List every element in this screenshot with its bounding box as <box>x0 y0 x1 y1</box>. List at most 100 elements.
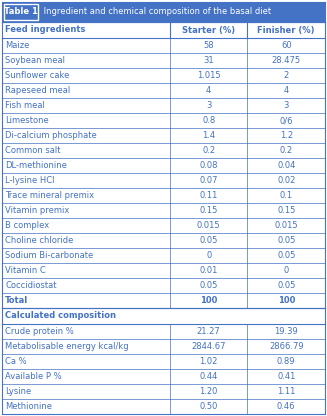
Text: 0.41: 0.41 <box>277 372 295 381</box>
Text: L-lysine HCl: L-lysine HCl <box>5 176 55 185</box>
Text: 0.015: 0.015 <box>274 221 298 230</box>
Text: Crude protein %: Crude protein % <box>5 327 74 336</box>
Text: 4: 4 <box>284 86 289 95</box>
Text: 100: 100 <box>200 296 217 305</box>
Bar <box>2 218 325 233</box>
Text: Fish meal: Fish meal <box>5 101 45 110</box>
Text: Soybean meal: Soybean meal <box>5 56 65 65</box>
Text: Ca %: Ca % <box>5 357 26 366</box>
Text: Common salt: Common salt <box>5 146 60 155</box>
Bar <box>2 384 325 399</box>
Text: 0.05: 0.05 <box>277 251 295 260</box>
Text: 0.05: 0.05 <box>277 281 295 290</box>
Text: 0.15: 0.15 <box>199 206 218 215</box>
Text: Coccidiostat: Coccidiostat <box>5 281 57 290</box>
Text: 0.05: 0.05 <box>277 236 295 245</box>
Text: 0.15: 0.15 <box>277 206 295 215</box>
Text: 2844.67: 2844.67 <box>192 342 226 351</box>
Text: 0.50: 0.50 <box>199 402 218 411</box>
Text: Total: Total <box>5 296 28 305</box>
Text: 0.44: 0.44 <box>199 372 218 381</box>
Bar <box>2 369 325 384</box>
Text: 100: 100 <box>278 296 295 305</box>
Text: 4: 4 <box>206 86 211 95</box>
Text: 28.475: 28.475 <box>272 56 301 65</box>
Text: 60: 60 <box>281 41 292 50</box>
Text: Vitamin C: Vitamin C <box>5 266 46 275</box>
Text: 1.2: 1.2 <box>280 131 293 140</box>
Text: 3: 3 <box>206 101 212 110</box>
Text: Sunflower cake: Sunflower cake <box>5 71 69 80</box>
Bar <box>2 38 325 53</box>
Text: 0/6: 0/6 <box>280 116 293 125</box>
Bar <box>2 324 325 339</box>
Bar <box>2 128 325 143</box>
Text: Feed ingredients: Feed ingredients <box>5 25 85 35</box>
Text: 0.08: 0.08 <box>199 161 218 170</box>
Bar <box>2 293 325 308</box>
Bar <box>4 4 38 20</box>
Bar <box>2 354 325 369</box>
Text: Available P %: Available P % <box>5 372 61 381</box>
Bar <box>2 2 325 22</box>
Bar <box>2 158 325 173</box>
Bar <box>2 308 325 324</box>
Bar <box>2 53 325 68</box>
Bar <box>2 143 325 158</box>
Bar <box>2 278 325 293</box>
Text: Rapeseed meal: Rapeseed meal <box>5 86 70 95</box>
Text: Di-calcium phosphate: Di-calcium phosphate <box>5 131 97 140</box>
Bar <box>2 339 325 354</box>
Text: Lysine: Lysine <box>5 387 31 396</box>
Text: Ingredient and chemical composition of the basal diet: Ingredient and chemical composition of t… <box>41 7 271 17</box>
Bar <box>2 399 325 414</box>
Text: 0: 0 <box>284 266 289 275</box>
Text: Methionine: Methionine <box>5 402 52 411</box>
Text: 0.11: 0.11 <box>199 191 218 200</box>
Text: B complex: B complex <box>5 221 49 230</box>
Text: 0.2: 0.2 <box>280 146 293 155</box>
Bar <box>2 113 325 128</box>
Text: 19.39: 19.39 <box>274 327 298 336</box>
Bar <box>2 248 325 263</box>
Text: Calculated composition: Calculated composition <box>5 312 116 320</box>
Text: Choline chloride: Choline chloride <box>5 236 73 245</box>
Text: Table 1: Table 1 <box>4 7 38 17</box>
Text: 1.015: 1.015 <box>197 71 220 80</box>
Text: 1.02: 1.02 <box>199 357 218 366</box>
Text: Limestone: Limestone <box>5 116 49 125</box>
Text: Trace mineral premix: Trace mineral premix <box>5 191 94 200</box>
Text: Vitamin premix: Vitamin premix <box>5 206 69 215</box>
Text: 1.4: 1.4 <box>202 131 215 140</box>
Bar <box>2 173 325 188</box>
Text: 0: 0 <box>206 251 211 260</box>
Bar <box>2 22 325 38</box>
Bar <box>2 68 325 83</box>
Text: Sodium Bi-carbonate: Sodium Bi-carbonate <box>5 251 93 260</box>
Text: Metabolisable energy kcal/kg: Metabolisable energy kcal/kg <box>5 342 129 351</box>
Text: 0.2: 0.2 <box>202 146 215 155</box>
Text: 0.1: 0.1 <box>280 191 293 200</box>
Text: 0.015: 0.015 <box>197 221 220 230</box>
Text: 0.8: 0.8 <box>202 116 215 125</box>
Bar <box>2 83 325 98</box>
Text: 3: 3 <box>284 101 289 110</box>
Text: Starter (%): Starter (%) <box>182 25 235 35</box>
Bar <box>2 203 325 218</box>
Bar <box>2 233 325 248</box>
Bar <box>2 263 325 278</box>
Text: 0.02: 0.02 <box>277 176 295 185</box>
Bar <box>2 98 325 113</box>
Bar <box>2 188 325 203</box>
Text: 58: 58 <box>203 41 214 50</box>
Text: 1.20: 1.20 <box>199 387 218 396</box>
Text: 2866.79: 2866.79 <box>269 342 303 351</box>
Text: 2: 2 <box>284 71 289 80</box>
Text: Maize: Maize <box>5 41 29 50</box>
Text: DL-methionine: DL-methionine <box>5 161 67 170</box>
Text: 0.05: 0.05 <box>199 236 218 245</box>
Text: 31: 31 <box>203 56 214 65</box>
Text: 0.46: 0.46 <box>277 402 296 411</box>
Text: 21.27: 21.27 <box>197 327 221 336</box>
Text: 0.04: 0.04 <box>277 161 295 170</box>
